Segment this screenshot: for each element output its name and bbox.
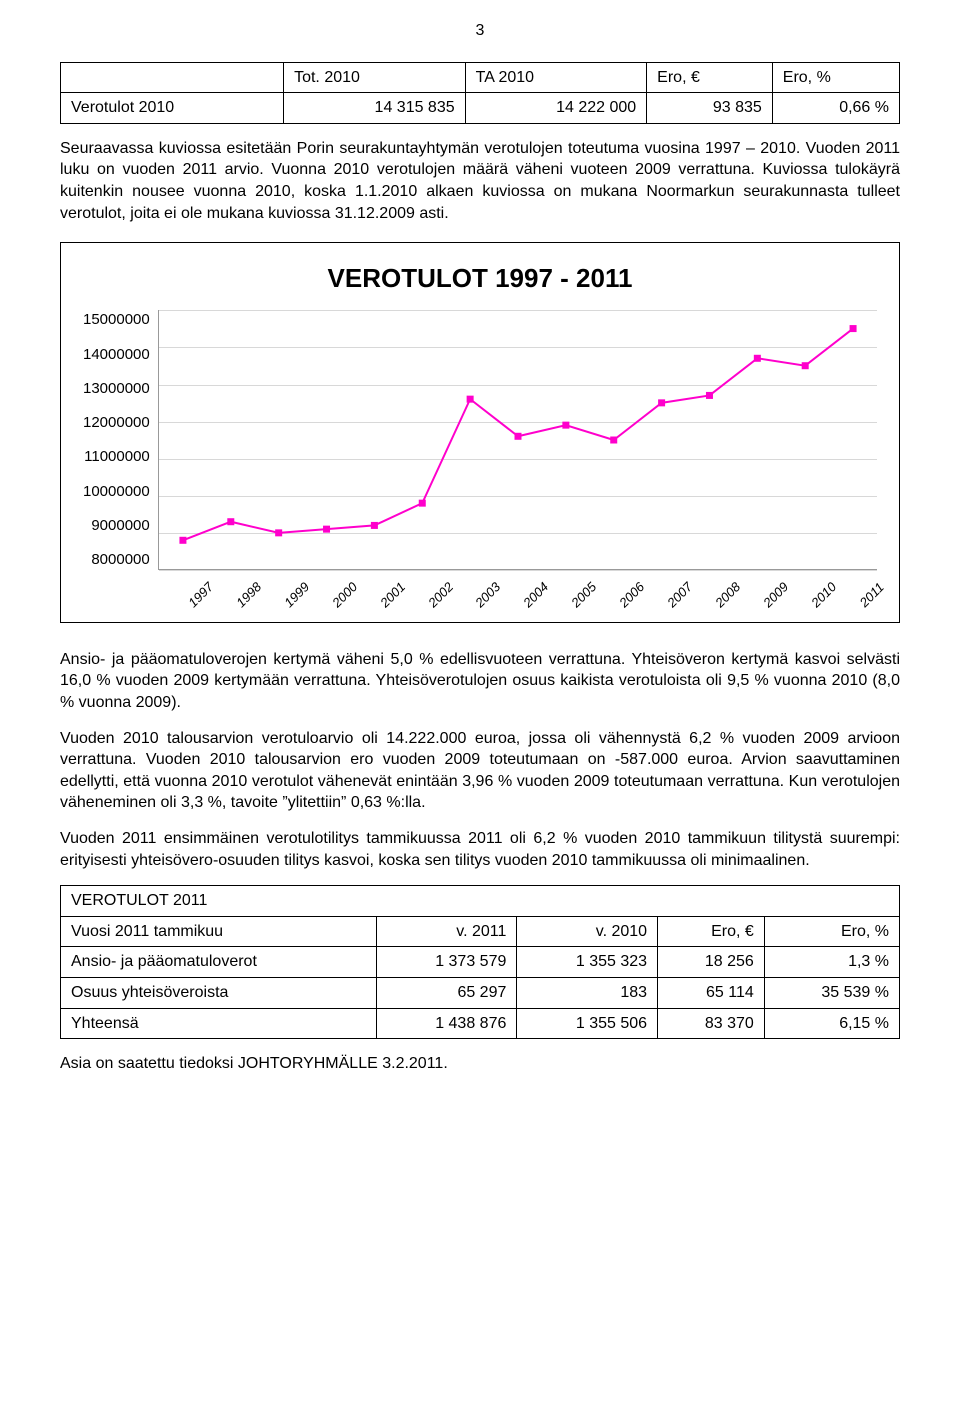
table-row: Yhteensä 1 438 876 1 355 506 83 370 6,15… bbox=[61, 1008, 900, 1039]
cell: Ansio- ja pääomatuloverot bbox=[61, 947, 377, 978]
table-title-row: VEROTULOT 2011 bbox=[61, 886, 900, 917]
th: v. 2010 bbox=[517, 916, 658, 947]
chart-area: 15000000 14000000 13000000 12000000 11000000… bbox=[83, 310, 877, 612]
y-tick-label: 8000000 bbox=[83, 550, 150, 570]
th: v. 2011 bbox=[376, 916, 517, 947]
chart-y-axis: 15000000 14000000 13000000 12000000 11000000… bbox=[83, 310, 158, 570]
row-label: Verotulot 2010 bbox=[61, 93, 284, 124]
table-row: Osuus yhteisöveroista 65 297 183 65 114 … bbox=[61, 977, 900, 1008]
cell: 0,66 % bbox=[772, 93, 899, 124]
table-row: Verotulot 2010 14 315 835 14 222 000 93 … bbox=[61, 93, 900, 124]
cell: 14 315 835 bbox=[284, 93, 466, 124]
th-blank bbox=[61, 62, 284, 93]
y-tick-label: 14000000 bbox=[83, 345, 150, 365]
table-header-row: Tot. 2010 TA 2010 Ero, € Ero, % bbox=[61, 62, 900, 93]
table-row: Ansio- ja pääomatuloverot 1 373 579 1 35… bbox=[61, 947, 900, 978]
cell: 1 355 506 bbox=[517, 1008, 658, 1039]
cell: 6,15 % bbox=[764, 1008, 899, 1039]
y-tick-label: 15000000 bbox=[83, 310, 150, 330]
cell: 1 373 579 bbox=[376, 947, 517, 978]
paragraph-2: Ansio- ja pääomatuloverojen kertymä vähe… bbox=[60, 649, 900, 714]
paragraph-1: Seuraavassa kuviossa esitetään Porin seu… bbox=[60, 138, 900, 224]
th: Ero, € bbox=[658, 916, 765, 947]
y-tick-label: 11000000 bbox=[83, 447, 150, 467]
cell: Yhteensä bbox=[61, 1008, 377, 1039]
th: Ero, % bbox=[764, 916, 899, 947]
chart-title: VEROTULOT 1997 - 2011 bbox=[83, 261, 877, 296]
table-header-row: Vuosi 2011 tammikuu v. 2011 v. 2010 Ero,… bbox=[61, 916, 900, 947]
chart-series bbox=[159, 310, 877, 569]
th-ta2010: TA 2010 bbox=[465, 62, 647, 93]
paragraph-3: Vuoden 2010 talousarvion verotuloarvio o… bbox=[60, 728, 900, 814]
th-ero-pct: Ero, % bbox=[772, 62, 899, 93]
cell: 14 222 000 bbox=[465, 93, 647, 124]
cell: 65 297 bbox=[376, 977, 517, 1008]
th-ero-eur: Ero, € bbox=[647, 62, 773, 93]
th-tot2010: Tot. 2010 bbox=[284, 62, 466, 93]
th: Vuosi 2011 tammikuu bbox=[61, 916, 377, 947]
top-revenue-table: Tot. 2010 TA 2010 Ero, € Ero, % Verotulo… bbox=[60, 62, 900, 124]
cell: 1,3 % bbox=[764, 947, 899, 978]
bottom-revenue-table: VEROTULOT 2011 Vuosi 2011 tammikuu v. 20… bbox=[60, 885, 900, 1039]
cell: 18 256 bbox=[658, 947, 765, 978]
cell: 93 835 bbox=[647, 93, 773, 124]
table-title-cell: VEROTULOT 2011 bbox=[61, 886, 900, 917]
cell: 83 370 bbox=[658, 1008, 765, 1039]
cell: Osuus yhteisöveroista bbox=[61, 977, 377, 1008]
chart-plot bbox=[158, 310, 877, 570]
cell: 35 539 % bbox=[764, 977, 899, 1008]
revenue-chart: VEROTULOT 1997 - 2011 15000000 14000000 13… bbox=[60, 242, 900, 623]
cell: 65 114 bbox=[658, 977, 765, 1008]
page-number: 3 bbox=[60, 20, 900, 42]
cell: 1 438 876 bbox=[376, 1008, 517, 1039]
y-tick-label: 13000000 bbox=[83, 379, 150, 399]
cell: 1 355 323 bbox=[517, 947, 658, 978]
footer-line: Asia on saatettu tiedoksi JOHTORYHMÄLLE … bbox=[60, 1053, 900, 1075]
paragraph-4: Vuoden 2011 ensimmäinen verotulotilitys … bbox=[60, 828, 900, 871]
y-tick-label: 12000000 bbox=[83, 413, 150, 433]
cell: 183 bbox=[517, 977, 658, 1008]
chart-x-axis: 1997199819992000200120022003200420052006… bbox=[158, 576, 877, 612]
y-tick-label: 9000000 bbox=[83, 516, 150, 536]
chart-plot-wrap: 1997199819992000200120022003200420052006… bbox=[158, 310, 877, 612]
y-tick-label: 10000000 bbox=[83, 482, 150, 502]
